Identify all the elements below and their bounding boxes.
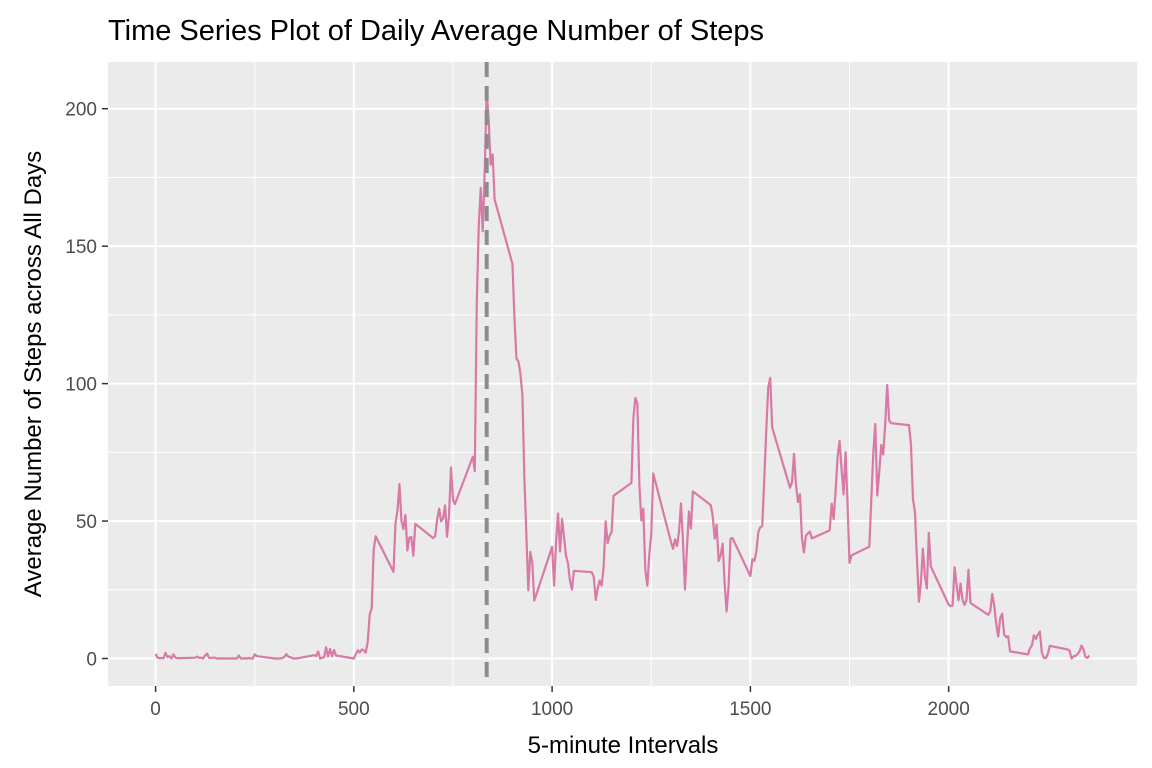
y-axis: 0 50 100 150 200 [65, 100, 108, 671]
x-tick-label: 1000 [531, 699, 573, 720]
x-tick-label: 0 [150, 699, 161, 720]
minor-gridlines [108, 62, 1137, 686]
series-layer [154, 90, 1091, 660]
chart-title: Time Series Plot of Daily Average Number… [108, 15, 764, 47]
plot-panel [108, 62, 1137, 686]
y-axis-title: Average Number of Steps across All Days [20, 151, 47, 597]
x-axis-title: 5-minute Intervals [528, 732, 719, 759]
y-tick-label: 50 [76, 512, 97, 533]
y-tick-label: 200 [65, 100, 97, 121]
x-axis: 0 500 1000 1500 2000 [150, 686, 970, 720]
x-tick-label: 500 [338, 699, 370, 720]
y-tick-label: 100 [65, 375, 97, 396]
y-tick-label: 0 [86, 650, 97, 671]
x-tick-label: 1500 [729, 699, 771, 720]
x-tick-label: 2000 [928, 699, 970, 720]
series-line-0 [154, 90, 1091, 660]
y-tick-label: 150 [65, 237, 97, 258]
